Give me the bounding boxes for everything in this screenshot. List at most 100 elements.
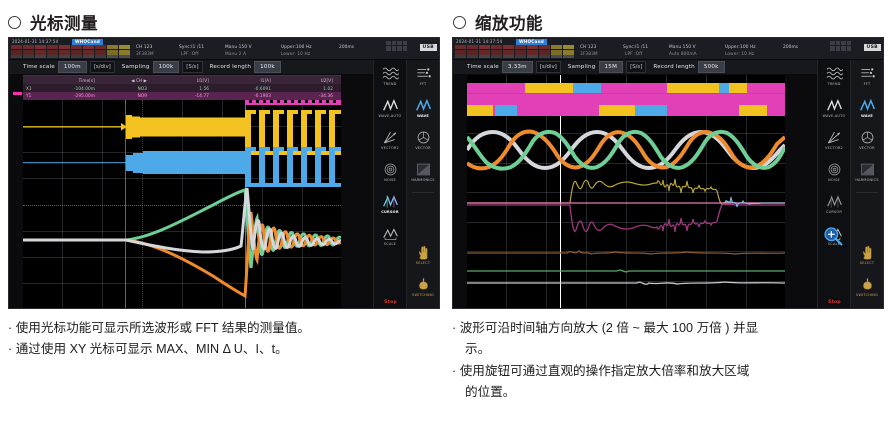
sampling-label: Sampling	[567, 64, 596, 70]
sidebar-item-switching[interactable]: SWITCHING	[407, 271, 439, 303]
panel-divider	[412, 192, 434, 193]
channel-cell	[11, 50, 22, 55]
trace-white-ch5	[23, 187, 341, 254]
left-heading-label: 光标测量	[30, 15, 98, 33]
row-time: -295.00m	[73, 93, 95, 98]
sidebar-item-wave-auto[interactable]: WAVE-AUTO	[374, 92, 406, 124]
th-ch: ◀ CH ▶	[131, 77, 147, 83]
channel-strip-row-1	[11, 44, 130, 50]
sidebar-label: HARMONICS	[411, 178, 435, 182]
sidebar-label: SELECT	[859, 261, 875, 265]
magnifier-icon[interactable]	[823, 226, 843, 246]
channel-cell	[35, 44, 46, 50]
vector-icon	[861, 131, 873, 144]
sidebar-item-scale[interactable]: SCALE	[374, 220, 406, 252]
sampling-label: Sampling	[121, 64, 150, 70]
sidebar-item-cursor[interactable]: CURSOR	[374, 188, 406, 220]
waveform-plot-left[interactable]	[23, 100, 341, 308]
waveform-traces-right	[467, 83, 785, 285]
row-ch: NO3	[137, 85, 147, 91]
scale-icon	[382, 228, 398, 240]
harmonics-icon	[860, 163, 874, 176]
sidebar-item-vector[interactable]: VECTOR	[407, 124, 439, 156]
sidebar-item-fft[interactable]: FFT	[407, 60, 439, 92]
sidebar-label: VECTOR	[859, 146, 875, 150]
waveform-icon	[415, 98, 431, 111]
table-header-row: Time[s] ◀ CH ▶ U1[V] I1[A] U2[V]	[23, 76, 341, 84]
sidebar-item-vector2[interactable]: VECTOR2	[818, 124, 850, 156]
caption-line: · 波形可沿时间轴方向放大 (2 倍 ~ 最大 100 万倍 ) 并显	[452, 321, 759, 335]
status-field-upper: Upper:100 Hz	[281, 45, 312, 50]
vector2-icon	[827, 131, 840, 144]
trace-bottom-group	[467, 250, 785, 285]
status-field-range-u: Manu 150 V	[225, 45, 252, 50]
waveform-plot-right[interactable]	[467, 75, 785, 308]
sampling-value[interactable]: 100k	[152, 61, 180, 73]
zoom-position-cursor[interactable]	[560, 75, 562, 308]
record-length-value[interactable]: 500k	[697, 61, 725, 73]
stop-status-label: Stop	[828, 300, 841, 305]
channel-cell	[95, 44, 106, 50]
channel-strip-row-2	[455, 50, 574, 55]
status-field-range-i: Manu 2 A	[225, 52, 246, 57]
caption-line: 示。	[465, 342, 491, 357]
brand-badge: WHOCand	[72, 38, 103, 45]
left-heading: 光标测量	[8, 10, 98, 34]
sidebar-label: VECTOR	[415, 146, 431, 150]
time-scale-value[interactable]: 100m	[57, 61, 87, 73]
sidebar-item-select[interactable]: SELECT	[851, 239, 883, 271]
sidebar-item-wave-auto[interactable]: WAVE-AUTO	[818, 92, 850, 124]
record-length-label: Record length	[209, 64, 252, 70]
sidebar-label: VECTOR2	[380, 146, 399, 150]
status-field-lpf: LPF :Off	[625, 52, 643, 57]
key-matrix-icon	[386, 41, 407, 51]
record-length-value[interactable]: 100k	[254, 61, 281, 73]
channel-cell	[83, 55, 94, 59]
sidebar-item-wave[interactable]: WAVE	[407, 92, 439, 124]
instrument-screenshot-left: 2024-01-31 14:37:54 WHOCand	[8, 37, 440, 309]
trend-icon	[826, 67, 843, 80]
row-time: -104.00m	[73, 85, 95, 91]
time-scale-value[interactable]: 3.33m	[501, 61, 533, 73]
sidebar-item-vector2[interactable]: VECTOR2	[374, 124, 406, 156]
row-i1: -0.6091	[254, 85, 271, 91]
sidebar-item-fft[interactable]: FFT	[851, 60, 883, 92]
sampling-value[interactable]: 15M	[598, 61, 624, 73]
sidebar-item-vector[interactable]: VECTOR	[851, 124, 883, 156]
status-field-lower: Lower: 10 Hz	[281, 52, 311, 57]
channel-strip-row-3	[455, 55, 574, 60]
caption-line: · 使用光标功能可显示所选波形或 FFT 结果的测量值。	[8, 321, 311, 335]
sidebar-item-wave[interactable]: WAVE	[851, 92, 883, 124]
channel-cell	[59, 44, 70, 50]
sidebar-label: WAVE-AUTO	[822, 114, 846, 118]
left-caption: · 使用光标功能可显示所选波形或 FFT 结果的测量值。 · 通过使用 XY 光…	[8, 318, 436, 361]
right-caption: · 波形可沿时间轴方向放大 (2 倍 ~ 最大 100 万倍 ) 并显 示。 ·…	[452, 318, 880, 404]
status-field-interval: 200ms	[783, 45, 799, 50]
sidebar-label: SCALE	[383, 242, 397, 246]
caption-line: · 通过使用 XY 光标可显示 MAX、MIN Δ U、I、t。	[8, 342, 288, 357]
sidebar-label: SWITCHING	[856, 293, 878, 297]
brand-badge: WHOCand	[516, 38, 547, 45]
sidebar-label: HARMONICS	[855, 178, 879, 182]
channel-cell	[119, 55, 130, 59]
sidebar-item-trend[interactable]: TREND	[374, 60, 406, 92]
sidebar-item-noise[interactable]: NOISE	[818, 156, 850, 188]
sidebar-item-cursor[interactable]: CURSOR	[818, 188, 850, 220]
sidebar-item-harmonics[interactable]: HARMONICS	[407, 156, 439, 188]
cursor-x-line[interactable]	[125, 100, 126, 308]
sidebar-item-select[interactable]: SELECT	[407, 239, 439, 271]
trace-three-phase	[467, 129, 785, 171]
sidebar-item-trend[interactable]: TREND	[818, 60, 850, 92]
trace-blue-ch2	[23, 147, 341, 187]
status-field-model: 3F383M	[136, 52, 154, 57]
sidebar-item-harmonics[interactable]: HARMONICS	[851, 156, 883, 188]
row-u2: 1.02	[323, 85, 333, 91]
stop-status-label: Stop	[384, 300, 397, 305]
sidebar-item-switching[interactable]: SWITCHING	[851, 271, 883, 303]
waveform-traces	[23, 100, 341, 299]
channel-strip-row-3	[11, 55, 130, 60]
sidebar-item-noise[interactable]: NOISE	[374, 156, 406, 188]
caption-line: 的位置。	[465, 385, 516, 400]
circle-bullet-icon	[8, 15, 21, 29]
